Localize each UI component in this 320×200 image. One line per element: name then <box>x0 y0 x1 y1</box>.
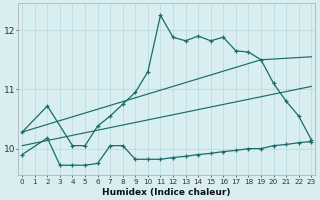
X-axis label: Humidex (Indice chaleur): Humidex (Indice chaleur) <box>102 188 231 197</box>
